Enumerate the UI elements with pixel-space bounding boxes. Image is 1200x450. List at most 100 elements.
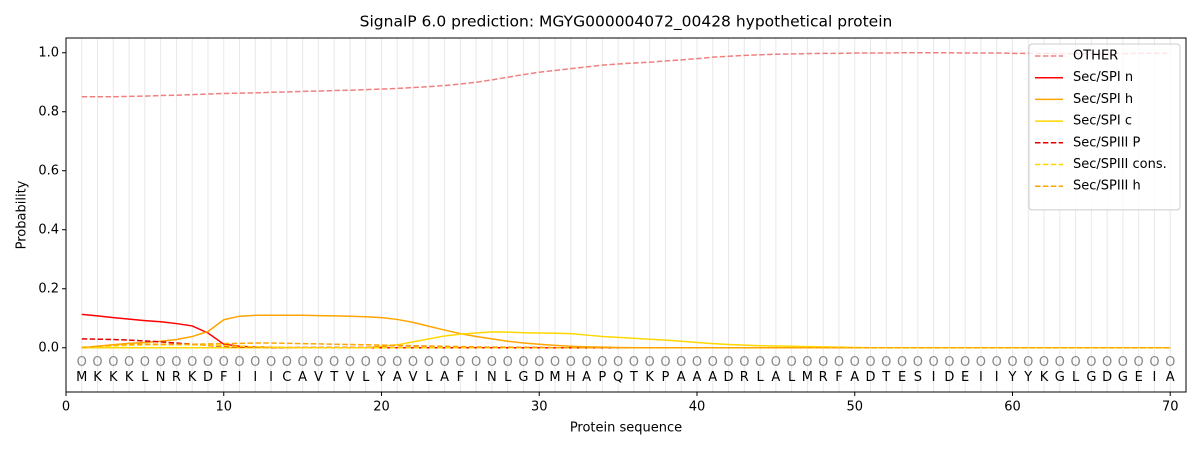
residue-label: I xyxy=(995,370,999,385)
legend-label: OTHER xyxy=(1073,49,1118,64)
residue-label: D xyxy=(203,370,213,385)
residue-label: M xyxy=(549,370,560,385)
residue-label: G xyxy=(518,370,528,385)
residue-label: N xyxy=(487,370,497,385)
residue-label: G xyxy=(1055,370,1065,385)
region-label: O xyxy=(850,355,860,370)
series-line xyxy=(81,331,1171,349)
region-label: O xyxy=(329,355,339,370)
residue-label: T xyxy=(881,370,890,385)
region-label: O xyxy=(629,355,639,370)
region-label: O xyxy=(913,355,923,370)
region-label: O xyxy=(408,355,418,370)
residue-label: A xyxy=(708,370,717,385)
residue-label: P xyxy=(662,370,670,385)
y-tick-label: 0.2 xyxy=(38,281,59,296)
region-label: O xyxy=(1086,355,1096,370)
region-label: O xyxy=(1039,355,1049,370)
x-axis-label: Protein sequence xyxy=(570,421,682,436)
residue-label: A xyxy=(298,370,307,385)
residue-label: L xyxy=(1072,370,1080,385)
region-label: O xyxy=(439,355,449,370)
region-label: O xyxy=(787,355,797,370)
region-label: O xyxy=(392,355,402,370)
region-label: O xyxy=(755,355,765,370)
residue-label: D xyxy=(944,370,954,385)
residue-label: E xyxy=(898,370,906,385)
residue-label: E xyxy=(961,370,969,385)
residue-label: I xyxy=(253,370,257,385)
residue-label: T xyxy=(329,370,338,385)
residue-label: F xyxy=(220,370,227,385)
region-label: O xyxy=(424,355,434,370)
region-label: O xyxy=(282,355,292,370)
region-label: O xyxy=(613,355,623,370)
region-label: O xyxy=(1149,355,1159,370)
region-label: O xyxy=(219,355,229,370)
y-tick-label: 0.0 xyxy=(38,340,59,355)
residue-label: K xyxy=(109,370,118,385)
region-label: O xyxy=(992,355,1002,370)
residue-label: D xyxy=(534,370,544,385)
region-label: O xyxy=(203,355,213,370)
residue-label: Y xyxy=(377,370,386,385)
region-label: O xyxy=(723,355,733,370)
residue-label: P xyxy=(598,370,606,385)
residue-label: G xyxy=(1086,370,1096,385)
legend-label: Sec/SPIII h xyxy=(1073,179,1141,194)
region-label: O xyxy=(834,355,844,370)
residue-label: I xyxy=(269,370,273,385)
region-label: O xyxy=(1165,355,1175,370)
region-label: O xyxy=(313,355,323,370)
region-label: O xyxy=(92,355,102,370)
residue-label: M xyxy=(76,370,87,385)
region-label: O xyxy=(376,355,386,370)
residue-label: Q xyxy=(613,370,623,385)
residue-label: A xyxy=(393,370,402,385)
residue-label: A xyxy=(677,370,686,385)
residue-label: K xyxy=(1040,370,1049,385)
region-label: O xyxy=(1023,355,1033,370)
region-label: O xyxy=(818,355,828,370)
region-label: O xyxy=(108,355,118,370)
residue-label: L xyxy=(362,370,370,385)
residue-label: H xyxy=(566,370,576,385)
x-tick-label: 60 xyxy=(1004,400,1021,415)
x-tick-label: 10 xyxy=(215,400,232,415)
residue-label: K xyxy=(93,370,102,385)
region-label: O xyxy=(140,355,150,370)
chart-title: SignalP 6.0 prediction: MGYG000004072_00… xyxy=(360,13,893,32)
legend-label: Sec/SPIII cons. xyxy=(1073,157,1167,172)
region-label: O xyxy=(597,355,607,370)
y-tick-label: 0.4 xyxy=(38,222,59,237)
residue-label: A xyxy=(1166,370,1175,385)
residue-label: F xyxy=(835,370,842,385)
region-label: O xyxy=(77,355,87,370)
region-label: O xyxy=(124,355,134,370)
residue-label: A xyxy=(582,370,591,385)
residue-label: A xyxy=(850,370,859,385)
plot-frame xyxy=(65,37,1187,393)
residue-label: Y xyxy=(1023,370,1032,385)
region-label: O xyxy=(944,355,954,370)
y-axis-label: Probability xyxy=(15,180,30,249)
x-tick-label: 20 xyxy=(373,400,390,415)
region-label: O xyxy=(345,355,355,370)
region-label: O xyxy=(471,355,481,370)
residue-label: L xyxy=(425,370,433,385)
region-label: O xyxy=(960,355,970,370)
y-tick-label: 1.0 xyxy=(38,45,59,60)
region-label: O xyxy=(881,355,891,370)
residue-label: L xyxy=(756,370,764,385)
region-label: O xyxy=(266,355,276,370)
region-label: O xyxy=(503,355,513,370)
legend-label: Sec/SPI h xyxy=(1073,92,1133,107)
residue-label: Y xyxy=(1008,370,1017,385)
x-tick-label: 50 xyxy=(846,400,863,415)
region-label: O xyxy=(1134,355,1144,370)
residue-label: A xyxy=(693,370,702,385)
residue-label: I xyxy=(932,370,936,385)
region-label: O xyxy=(187,355,197,370)
